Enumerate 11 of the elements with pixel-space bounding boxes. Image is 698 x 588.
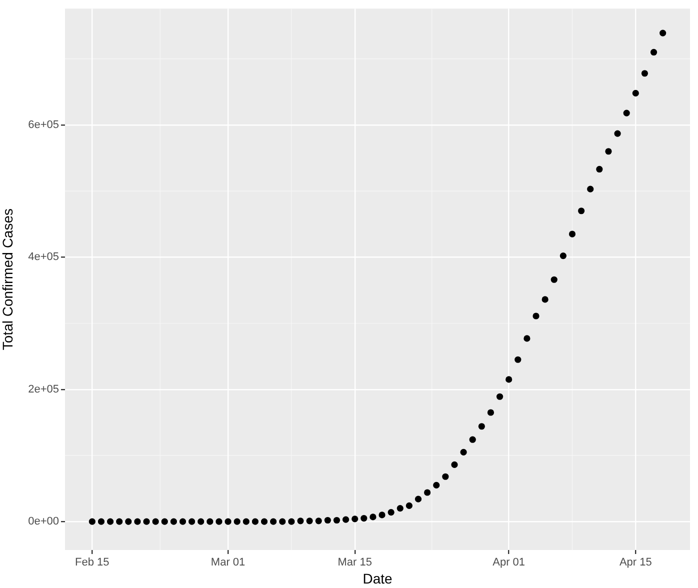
x-tick-label: Feb 15 xyxy=(75,556,110,569)
y-tick-label: 0e+00 xyxy=(28,516,59,528)
x-tick-label: Mar 15 xyxy=(338,556,372,569)
x-tick-label: Mar 01 xyxy=(210,556,246,569)
y-axis-title: Total Confirmed Cases xyxy=(0,208,16,350)
x-tick-label: Apr 01 xyxy=(492,556,526,569)
x-axis-title: Date xyxy=(362,570,392,586)
y-tick-label: 2e+05 xyxy=(28,383,59,396)
y-tick-label: 6e+05 xyxy=(28,118,59,131)
x-tick-label: Apr 15 xyxy=(619,556,652,569)
y-tick-label: 4e+05 xyxy=(28,251,59,264)
